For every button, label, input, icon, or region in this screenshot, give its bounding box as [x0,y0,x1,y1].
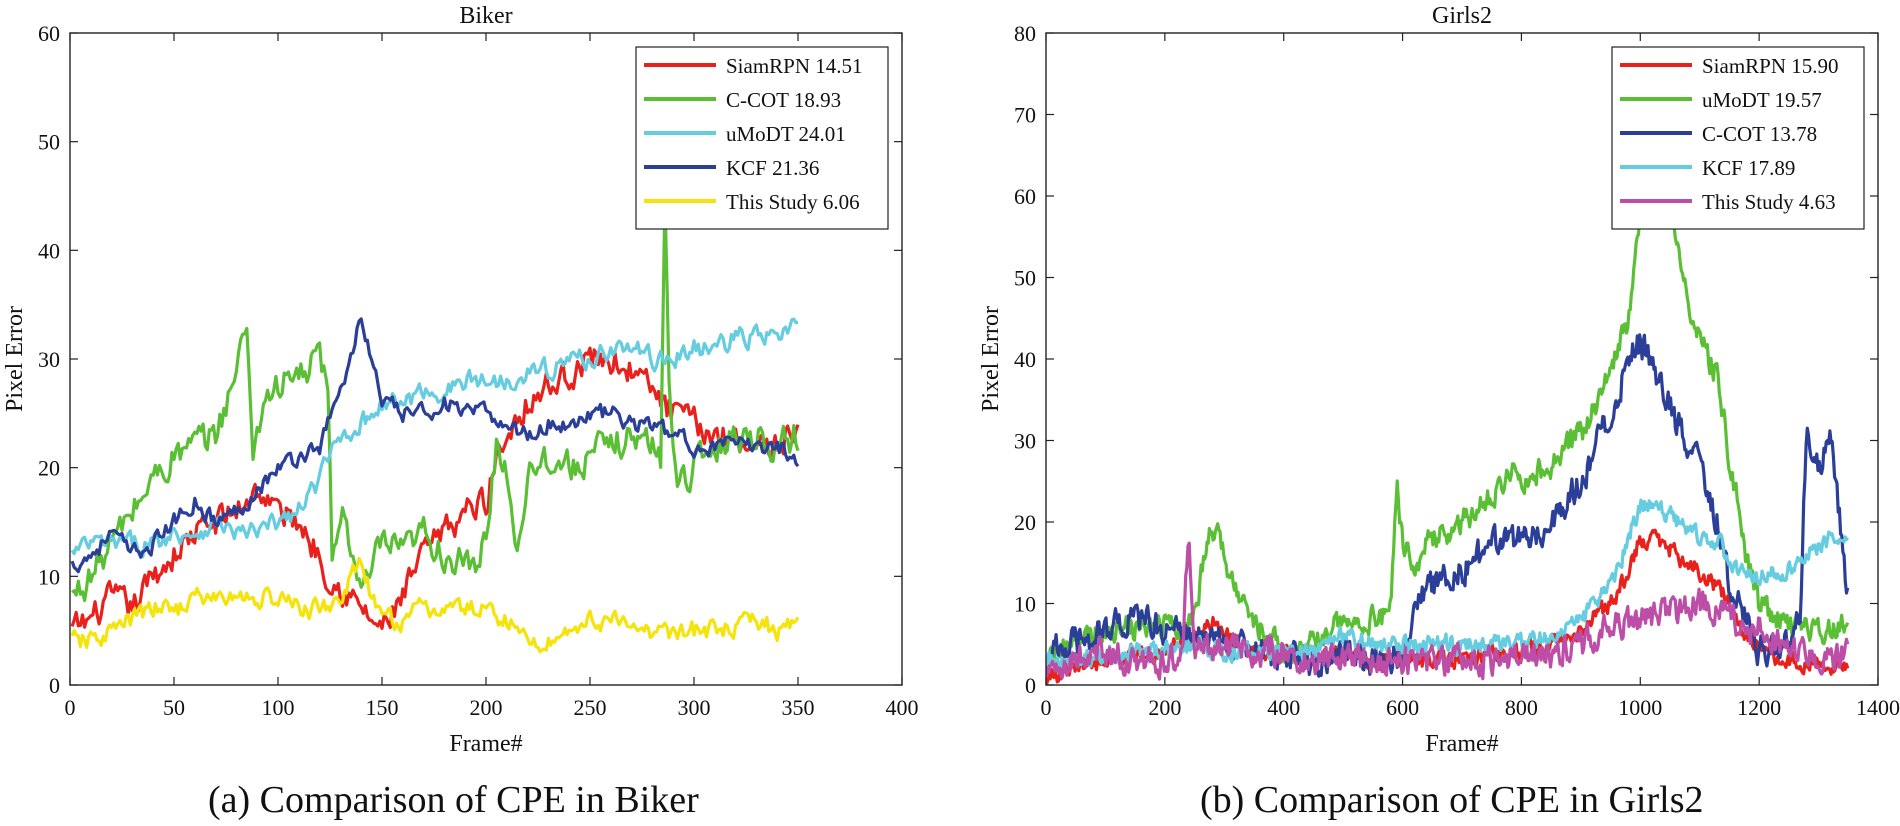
girls2-ytick-label: 40 [1014,347,1036,372]
biker-series-umodt-24-01 [70,317,799,559]
girls2-legend-label-this-study-4-63: This Study 4.63 [1702,190,1836,214]
biker-series-c-cot-18-93 [71,196,800,603]
girls2-xtick-label: 400 [1267,695,1300,720]
biker-ytick-label: 10 [38,564,60,589]
biker-plot-frame [69,32,903,686]
girls2-legend-box [1611,46,1865,230]
biker-legend-label-this-study-6-06: This Study 6.06 [726,190,860,214]
biker-series-siamrpn-14-51 [70,346,800,631]
biker-ytick-label: 50 [38,130,60,155]
biker-ylabel: Pixel Error [2,306,28,412]
biker-ytick-label: 40 [38,238,60,263]
girls2-ytick-label: 80 [1014,21,1036,46]
girls2-plot-frame [1045,32,1879,686]
biker-xtick-label: 100 [262,695,295,720]
biker-ytick-label: 30 [38,347,60,372]
biker-legend-label-c-cot-18-93: C-COT 18.93 [726,88,841,112]
biker-legend-label-umodt-24-01: uMoDT 24.01 [726,122,846,146]
girls2-legend-label-c-cot-13-78: C-COT 13.78 [1702,122,1817,146]
girls2-xtick-label: 200 [1148,695,1181,720]
biker-xtick-label: 300 [678,695,711,720]
caption-biker: (a) Comparison of CPE in Biker [208,779,699,821]
biker-series-this-study-6-06 [70,556,800,654]
girls2-xtick-label: 1200 [1737,695,1781,720]
girls2-xlabel: Frame# [1425,731,1498,757]
biker-xtick-label: 400 [886,695,919,720]
girls2-ytick-label: 20 [1014,510,1036,535]
girls2-series-c-cot-13-78 [1046,333,1850,678]
girls2-ylabel: Pixel Error [978,306,1004,412]
girls2-ytick-label: 30 [1014,429,1036,454]
girls2-ytick-label: 50 [1014,266,1036,291]
biker-legend-label-siamrpn-14-51: SiamRPN 14.51 [726,54,863,78]
girls2-ytick-label: 10 [1014,592,1036,617]
girls2-xtick-label: 1000 [1618,695,1662,720]
caption-girls2: (b) Comparison of CPE in Girls2 [1200,779,1704,821]
biker-xlabel: Frame# [449,731,522,757]
girls2-series-group [1046,186,1850,685]
girls2-xtick-label: 800 [1505,695,1538,720]
girls2-ytick-label: 60 [1014,184,1036,209]
biker-xtick-label: 200 [470,695,503,720]
girls2-ytick-label: 0 [1025,673,1036,698]
biker-legend-box [635,46,889,230]
girls2-xtick-label: 0 [1041,695,1052,720]
girls2-legend-label-siamrpn-15-90: SiamRPN 15.90 [1702,54,1839,78]
girls2-xtick-label: 600 [1386,695,1419,720]
girls2-title: Girls2 [1432,3,1492,29]
girls2-ytick-label: 70 [1014,103,1036,128]
biker-xtick-label: 0 [65,695,76,720]
biker-series-kcf-21-36 [70,317,800,574]
biker-legend-label-kcf-21-36: KCF 21.36 [726,156,819,180]
biker-ytick-label: 60 [38,21,60,46]
biker-xtick-label: 350 [782,695,815,720]
biker-ytick-label: 20 [38,456,60,481]
girls2-xtick-label: 1400 [1856,695,1900,720]
biker-ytick-label: 0 [49,673,60,698]
biker-xtick-label: 150 [366,695,399,720]
biker-title: Biker [459,3,512,29]
biker-xtick-label: 250 [574,695,607,720]
girls2-series-this-study-4-63 [1046,541,1850,681]
girls2-series-umodt-19-57 [1046,186,1850,668]
girls2-legend-label-kcf-17-89: KCF 17.89 [1702,156,1795,180]
girls2-legend-label-umodt-19-57: uMoDT 19.57 [1702,88,1822,112]
biker-series-group [70,196,800,654]
biker-xtick-label: 50 [163,695,185,720]
